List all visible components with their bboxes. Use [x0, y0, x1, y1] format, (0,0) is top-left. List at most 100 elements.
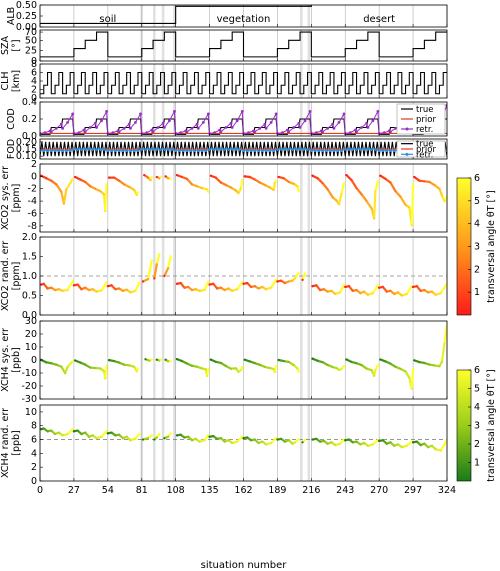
y-axis-label: XCH4 sys. err[ppb]	[0, 328, 22, 392]
series-point	[190, 439, 194, 442]
series-point	[297, 271, 300, 274]
series-line-segment	[316, 177, 324, 185]
series-point-retr.	[385, 149, 389, 152]
series-point-retr.	[80, 147, 83, 151]
series-point	[280, 279, 283, 282]
series-point-retr.	[206, 112, 210, 116]
series-point-retr.	[71, 112, 75, 116]
series-point	[42, 427, 45, 430]
series-point	[153, 277, 156, 280]
series-line-segment	[55, 183, 63, 193]
series-point	[389, 441, 392, 444]
series-point	[287, 360, 290, 364]
series-point	[234, 367, 238, 370]
y-tick-label: -20	[21, 381, 37, 392]
series-point-retr.	[263, 122, 267, 126]
series-line-segment	[350, 178, 358, 190]
series-point	[326, 188, 329, 191]
series-point	[371, 443, 374, 446]
series-point	[118, 361, 121, 364]
series-point	[164, 175, 167, 178]
series-point	[396, 443, 400, 446]
y-tick-label: 0	[31, 171, 37, 182]
series-point	[366, 444, 369, 447]
y-tick-label: 25	[25, 46, 37, 57]
series-point-retr.	[230, 147, 234, 151]
series-point	[118, 433, 121, 436]
series-point-retr.	[167, 119, 171, 123]
series-point	[190, 183, 194, 186]
series-point	[296, 185, 299, 188]
series-point	[144, 358, 147, 361]
y-tick-label: 30	[25, 316, 37, 327]
series-line-segment	[64, 365, 69, 375]
legend-box	[396, 140, 446, 158]
series-group	[40, 71, 447, 95]
series-point	[133, 188, 136, 192]
series-point-retr.	[394, 126, 397, 130]
series-point	[53, 288, 57, 292]
series-point	[141, 438, 145, 441]
series-point-retr.	[287, 147, 291, 151]
series-point-retr.	[88, 126, 92, 129]
series-point	[277, 175, 280, 179]
gray-band	[161, 5, 165, 27]
series-group	[40, 427, 447, 452]
gray-band	[161, 64, 165, 98]
series-point-retr.	[332, 126, 336, 130]
series-point	[71, 360, 74, 363]
gray-band	[300, 321, 303, 399]
series-point	[224, 364, 228, 368]
y-axis-label: COD	[6, 108, 17, 129]
series-point-retr.	[117, 149, 121, 152]
series-point-retr.	[102, 147, 106, 151]
series-point-retr.	[389, 130, 392, 134]
y-tick-label: 0.20	[16, 137, 37, 148]
series-point	[239, 368, 243, 372]
series-point	[40, 283, 43, 286]
gray-band	[161, 102, 165, 136]
series-point	[150, 358, 153, 361]
colorbar-tick-label: 5	[474, 384, 480, 395]
series-point-retr.	[181, 149, 185, 152]
y-axis-label: SZA[°]	[0, 35, 22, 55]
series-point	[216, 287, 219, 290]
y-tick-label: 8	[31, 421, 37, 432]
series-point	[297, 370, 300, 373]
series-point-retr.	[224, 126, 228, 129]
y-tick-label: 50	[25, 35, 37, 46]
series-line-segment	[163, 267, 170, 278]
series-point	[291, 442, 294, 445]
series-point	[169, 432, 172, 435]
series-point-retr.	[294, 147, 298, 151]
series-point	[438, 187, 441, 190]
series-point-retr.	[276, 147, 279, 151]
series-point	[249, 285, 253, 289]
x-tick-label: 0	[37, 485, 43, 496]
series-point	[351, 289, 354, 292]
series-point	[389, 181, 392, 184]
x-tick-label: 216	[302, 485, 320, 496]
series-line-segment	[326, 188, 334, 199]
series-point	[385, 290, 388, 293]
y-tick-label: 8	[31, 59, 37, 70]
series-point	[242, 437, 245, 440]
series-point	[335, 199, 338, 202]
series-point-retr.	[321, 130, 325, 134]
series-point	[125, 435, 128, 438]
series-point	[129, 291, 132, 294]
y-tick-label: 10	[25, 407, 37, 418]
series-point	[141, 280, 145, 283]
series-point	[276, 438, 279, 441]
series-point-retr.	[127, 122, 131, 126]
y-axis-label-name: SZA	[0, 35, 11, 55]
series-point-retr.	[264, 126, 268, 130]
series-point	[394, 365, 397, 368]
series-point-retr.	[110, 149, 114, 152]
series-point-retr.	[373, 147, 377, 151]
series-point-retr.	[59, 122, 63, 126]
series-point	[195, 365, 199, 368]
series-point	[334, 443, 337, 447]
gray-band	[173, 64, 176, 98]
